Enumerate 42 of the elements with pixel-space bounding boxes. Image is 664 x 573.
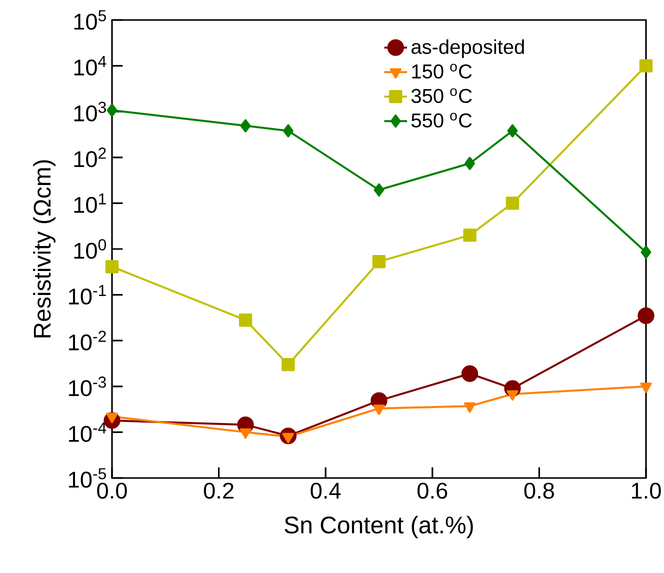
x-tick-label: 0.4 <box>310 482 341 499</box>
point <box>506 196 520 210</box>
y-tick-label: 10$^{0}$ <box>74 239 106 259</box>
point <box>282 358 295 372</box>
point <box>464 156 475 170</box>
y-tick-label: 10$^{5}$ <box>74 10 106 30</box>
point <box>463 228 476 242</box>
point <box>283 124 294 138</box>
point <box>461 365 478 382</box>
point <box>240 119 251 132</box>
point <box>640 382 652 393</box>
point <box>105 260 119 274</box>
point <box>507 124 518 138</box>
point <box>640 246 652 259</box>
legend-label: 550 $^{o}$C <box>411 112 472 128</box>
y-tick-label: 10$^{-1}$ <box>69 285 106 305</box>
x-axis-title: Sn Content (at.%) <box>284 516 473 538</box>
point <box>506 390 518 401</box>
point <box>464 402 476 413</box>
point <box>373 404 385 416</box>
y-tick-label: 10$^{2}$ <box>74 148 106 168</box>
x-tick-label: 0.6 <box>418 482 448 499</box>
x-tick-label: 0.8 <box>524 482 554 499</box>
point <box>372 255 386 268</box>
y-axis-title: Resistivity (Ωcm) <box>33 160 56 338</box>
point <box>374 183 384 197</box>
x-tick-label: 0.2 <box>204 482 234 499</box>
y-tick-label: 10$^{1}$ <box>74 193 106 213</box>
y-tick-label: 10$^{-2}$ <box>69 330 106 350</box>
point <box>639 59 653 72</box>
point <box>240 428 252 439</box>
y-tick-label: 10$^{-4}$ <box>69 422 106 442</box>
y-tick-label: 10$^{4}$ <box>74 56 106 76</box>
x-tick-label: 1.0 <box>632 482 661 499</box>
point <box>638 307 654 324</box>
y-tick-label: 10$^{-3}$ <box>69 376 106 396</box>
legend-label: 150 $^{o}$C <box>412 64 472 79</box>
y-tick-label: 10$^{3}$ <box>74 102 106 122</box>
legend-label: as-deposited <box>412 39 524 58</box>
legend-label: 350 $^{o}$C <box>411 88 472 104</box>
point <box>238 314 252 327</box>
point <box>106 104 118 117</box>
